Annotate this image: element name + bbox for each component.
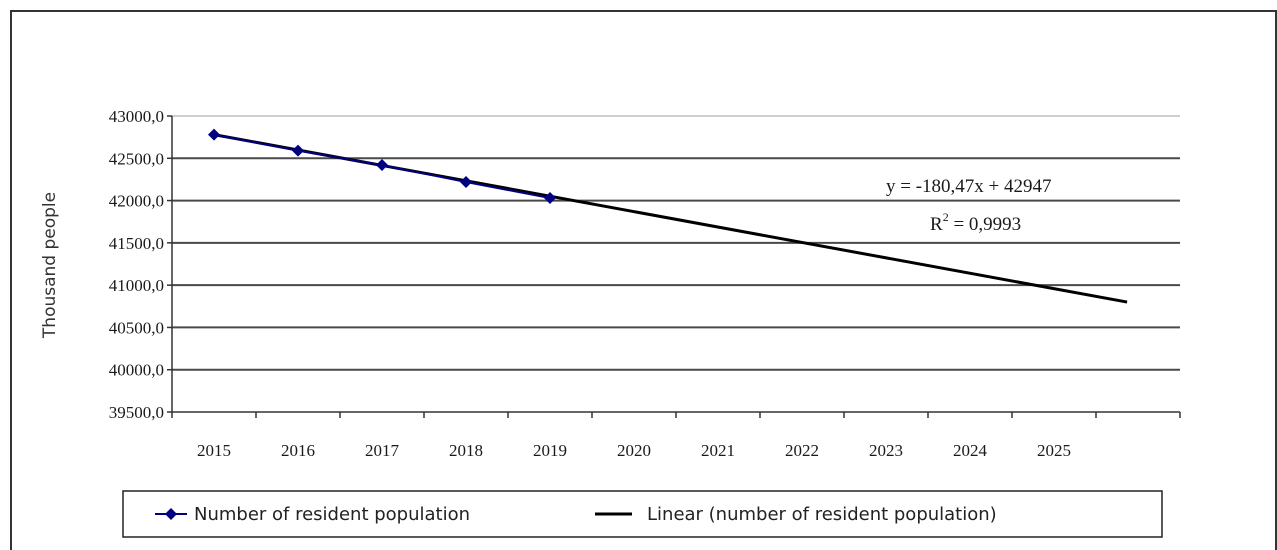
legend-label-series-1: Number of resident population (194, 504, 470, 525)
x-tick-label-2022: 2022 (785, 441, 819, 460)
y-tick-label-5: 40500,0 (109, 318, 164, 337)
y-tick-label-3: 41500,0 (109, 234, 164, 253)
data-point-2015 (208, 128, 220, 141)
axes (167, 115, 1181, 418)
x-tick-label-2020: 2020 (617, 441, 651, 460)
r-squared-value: = 0,9993 (949, 214, 1021, 235)
legend-item-series-2: Linear (number of resident population) (595, 504, 997, 525)
x-tick-label-2023: 2023 (869, 441, 903, 460)
x-tick-label-2017: 2017 (365, 441, 400, 460)
x-tick-label-2025: 2025 (1037, 441, 1071, 460)
y-tick-label-7: 39500,0 (109, 403, 164, 422)
y-tick-label-2: 42000,0 (109, 192, 164, 211)
r-squared-symbol: R (930, 214, 943, 235)
data-point-2018 (460, 175, 472, 188)
r-squared: R2 = 0,9993 (930, 210, 1021, 235)
y-tick-label-1: 42500,0 (109, 149, 164, 168)
chart-frame (10, 10, 1277, 550)
series-layer (208, 128, 556, 205)
legend-box (122, 490, 1163, 538)
x-tick-label-2024: 2024 (953, 441, 988, 460)
x-tick-label-2016: 2016 (281, 441, 315, 460)
x-tick-label-2021: 2021 (701, 441, 735, 460)
x-tick-label-2019: 2019 (533, 441, 567, 460)
data-point-2016 (292, 144, 304, 157)
y-tick-label-6: 40000,0 (109, 361, 164, 380)
trend-equation: y = -180,47x + 42947 (886, 176, 1052, 197)
x-tick-labels: 2015 2016 2017 2018 2019 2020 2021 2022 2023 2024… (197, 441, 1071, 460)
legend-label-series-2: Linear (number of resident population) (647, 504, 997, 525)
x-tick-label-2015: 2015 (197, 441, 231, 460)
r-squared-exponent: 2 (943, 210, 949, 224)
data-point-2017 (376, 159, 388, 172)
legend-item-series-1: Number of resident population (155, 504, 470, 525)
data-point-2019 (544, 192, 556, 205)
y-axis-title: Thousand people (40, 192, 60, 339)
legend-marker-series-1 (165, 508, 177, 520)
x-tick-label-2018: 2018 (449, 441, 483, 460)
y-tick-label-0: 43000,0 (109, 107, 164, 126)
y-tick-labels: 43000,0 42500,0 42000,0 41500,0 41000,0 40500… (109, 107, 164, 422)
legend: Number of resident population Linear (nu… (122, 490, 1163, 538)
y-tick-label-4: 41000,0 (109, 276, 164, 295)
